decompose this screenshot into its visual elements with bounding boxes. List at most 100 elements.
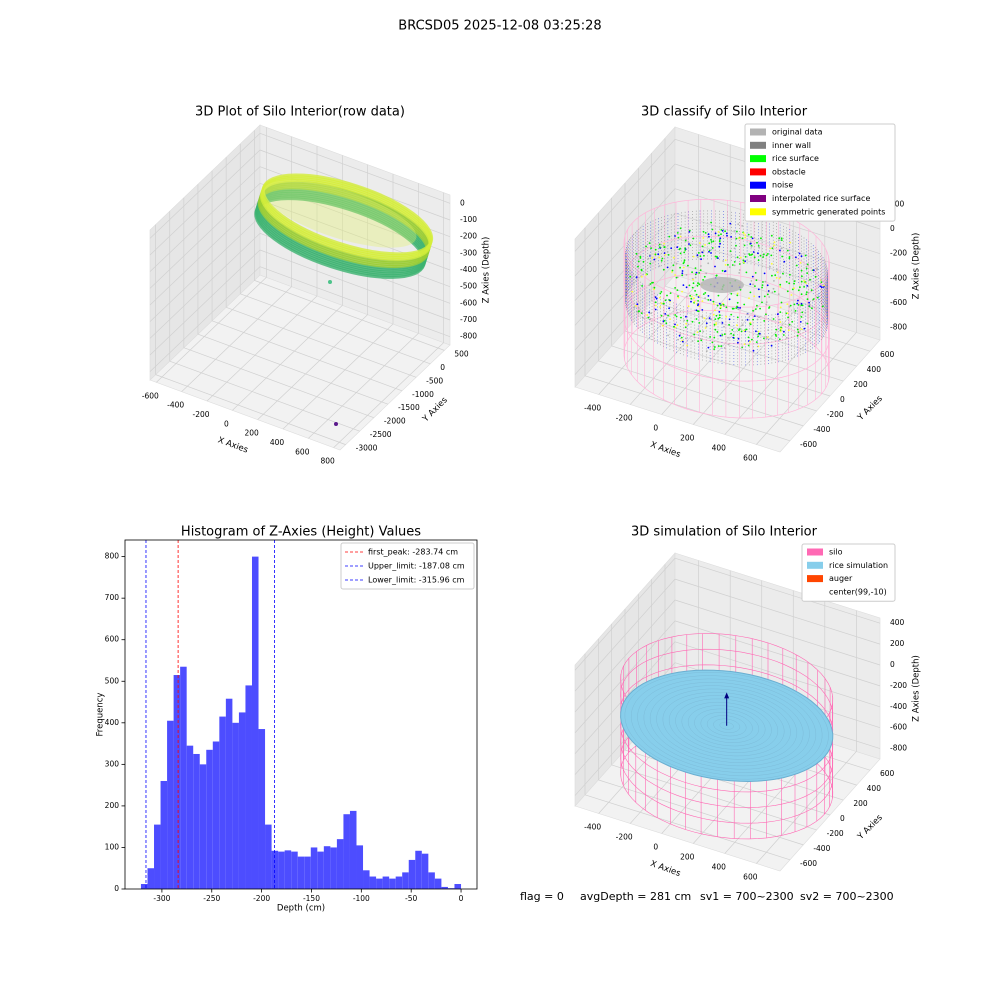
- surface-point: [766, 336, 769, 338]
- surface-point: [763, 320, 766, 322]
- rice-mesh: [650, 685, 804, 767]
- grid-line: [259, 133, 451, 204]
- surface-point: [775, 328, 778, 331]
- surface-point: [696, 331, 699, 334]
- surface-point: [666, 266, 669, 269]
- surface-point: [727, 343, 730, 346]
- surface-point: [779, 311, 782, 313]
- grid-line: [226, 306, 417, 378]
- surface-point: [816, 296, 819, 299]
- histogram-bar: [376, 878, 383, 889]
- surface-point: [772, 287, 775, 290]
- surface-point: [749, 340, 751, 343]
- legend-entry: obstacle: [772, 167, 806, 176]
- histogram-bar: [232, 722, 239, 889]
- surface-point: [721, 322, 724, 324]
- surface-point: [746, 319, 749, 321]
- surface-point: [662, 268, 665, 271]
- surface-point: [803, 280, 805, 282]
- surface-point: [778, 237, 781, 240]
- surface-point: [701, 309, 704, 311]
- surface-point: [669, 292, 672, 294]
- surface-point: [655, 297, 658, 300]
- surface-point: [732, 307, 735, 310]
- surface-point: [730, 236, 732, 238]
- surface-point: [658, 246, 661, 249]
- surface-point: [744, 255, 747, 258]
- surface-point: [733, 261, 736, 263]
- surface-point: [745, 271, 748, 274]
- surface-point: [691, 340, 694, 342]
- legend-swatch: [750, 141, 766, 149]
- surface-point: [752, 283, 754, 286]
- surface-point: [780, 239, 783, 242]
- rice-mesh: [694, 708, 759, 743]
- surface-point: [660, 259, 663, 262]
- surface-point: [738, 263, 741, 265]
- surface-point: [684, 326, 687, 329]
- grid-line: [254, 280, 445, 351]
- surface-point: [699, 337, 702, 340]
- histogram-bar: [349, 810, 357, 889]
- surface-point: [770, 262, 773, 265]
- surface-point: [771, 274, 773, 277]
- surface-point: [741, 237, 744, 240]
- surface-point: [757, 259, 760, 262]
- histogram-bar: [330, 847, 337, 889]
- y-tick-label: 800: [105, 552, 120, 561]
- y-tick-label: -500: [426, 376, 443, 385]
- surface-point: [800, 316, 803, 318]
- surface-point: [778, 318, 781, 321]
- subplot-title: 3D classify of Silo Interior: [641, 105, 808, 120]
- surface-point: [676, 232, 679, 234]
- surface-point: [713, 336, 716, 339]
- y-tick-label: -400: [813, 844, 830, 853]
- z-axis-label: Z Axies (Depth): [912, 655, 922, 722]
- surface-point: [706, 350, 708, 352]
- surface-point: [749, 242, 752, 245]
- histogram-bar: [310, 847, 318, 889]
- surface-point: [757, 330, 760, 333]
- surface-point: [677, 338, 679, 341]
- surface-point: [737, 223, 740, 226]
- z-tick-label: -800: [890, 323, 907, 332]
- surface-point: [645, 245, 647, 248]
- surface-point: [671, 269, 674, 272]
- surface-point: [800, 269, 803, 272]
- surface-point: [675, 276, 678, 279]
- surface-point: [799, 261, 802, 264]
- surface-point: [714, 328, 717, 331]
- surface-point: [702, 249, 705, 252]
- y-tick-label: -2000: [384, 417, 406, 426]
- surface-point: [681, 272, 684, 275]
- surface-point: [811, 299, 814, 302]
- surface-point: [797, 289, 800, 292]
- surface-point: [664, 313, 667, 315]
- silo-wire: [623, 198, 830, 308]
- surface-point: [701, 245, 704, 248]
- surface-point: [707, 262, 710, 265]
- z-tick-label: -200: [890, 681, 907, 690]
- surface-point: [739, 256, 742, 259]
- surface-point: [694, 290, 696, 292]
- histogram-bar: [441, 886, 448, 889]
- surface-point: [769, 247, 772, 250]
- y-tick-label: 600: [880, 769, 895, 778]
- surface-point: [797, 299, 799, 302]
- x-tick-label: 0: [224, 419, 229, 428]
- legend-entry: center(99,-10): [829, 587, 887, 596]
- legend-entry: Upper_limit: -187.08 cm: [368, 562, 465, 571]
- x-tick-label: 800: [321, 457, 336, 466]
- surface-point: [777, 239, 780, 242]
- surface-point: [728, 298, 731, 301]
- surface-point: [719, 242, 721, 245]
- surface-point: [697, 300, 699, 302]
- status-text: sv2 = 700~2300: [800, 890, 894, 903]
- z-tick-label: -100: [460, 215, 477, 224]
- point-cloud: [261, 173, 434, 256]
- surface-point: [770, 254, 773, 257]
- surface-point: [665, 322, 668, 325]
- surface-point: [692, 237, 695, 240]
- surface-point: [788, 305, 791, 308]
- surface-point: [793, 282, 795, 285]
